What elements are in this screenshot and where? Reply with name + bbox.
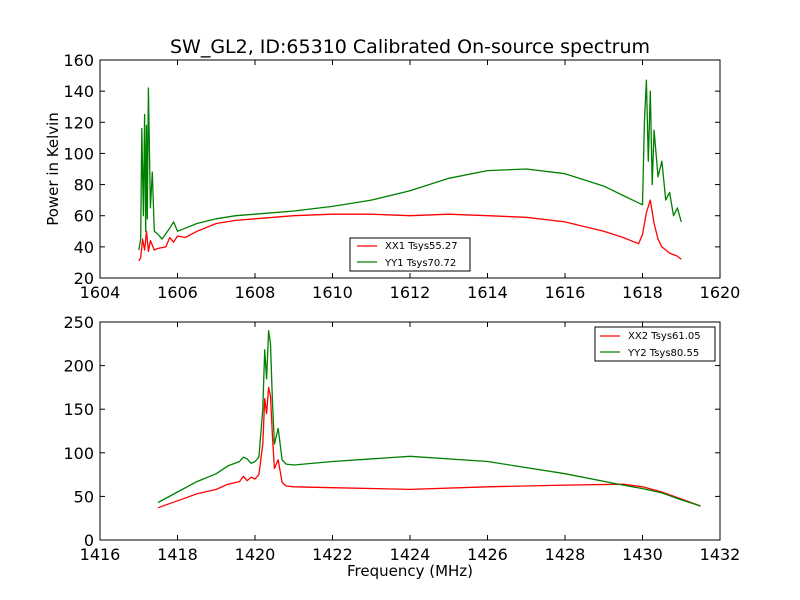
top-panel: 1604 1606 1608 1610 1612 1614 1616 1618 1620 20 40… — [44, 51, 740, 302]
top-x-tick-label: 1612 — [390, 283, 431, 302]
top-series-yy-line — [138, 79, 682, 251]
bottom-y-tick-label: 150 — [63, 400, 94, 419]
bottom-legend: XX2 Tsys61.05 YY2 Tsys80.55 — [594, 326, 716, 362]
top-y-tick-label: 60 — [74, 207, 94, 226]
bottom-x-tick-label: 1428 — [545, 545, 586, 564]
bottom-x-axis-label: Frequency (MHz) — [347, 562, 473, 580]
top-x-tick-label: 1610 — [312, 283, 353, 302]
bottom-y-tick-label: 250 — [63, 313, 94, 332]
bottom-y-tick-label: 0 — [84, 531, 94, 550]
bottom-x-tick-label: 1430 — [622, 545, 663, 564]
top-legend-label-yy1: YY1 Tsys70.72 — [384, 258, 456, 269]
top-x-tick-label: 1614 — [467, 283, 508, 302]
bottom-legend-box — [594, 326, 716, 362]
top-x-tick-label: 1604 — [80, 283, 121, 302]
top-y-axis-label: Power in Kelvin — [44, 112, 62, 226]
bottom-x-tick-label: 1416 — [80, 545, 121, 564]
bottom-series-xx-line — [157, 386, 701, 509]
top-x-tick-label: 1616 — [545, 283, 586, 302]
bottom-y-tick-label: 100 — [63, 444, 94, 463]
top-x-tick-label: 1620 — [700, 283, 741, 302]
bottom-legend-label-yy2: YY2 Tsys80.55 — [627, 348, 699, 359]
bottom-x-tick-label: 1420 — [235, 545, 276, 564]
bottom-y-tick-label: 50 — [74, 487, 94, 506]
bottom-plot-lines — [157, 330, 701, 509]
top-x-tick-label: 1618 — [622, 283, 663, 302]
top-y-tick-label: 80 — [74, 176, 94, 195]
top-plot-lines — [138, 79, 682, 262]
top-legend-box — [349, 237, 471, 272]
top-y-tick-label: 140 — [63, 82, 94, 101]
bottom-y-tick-label: 200 — [63, 357, 94, 376]
top-y-tick-label: 100 — [63, 144, 94, 163]
bottom-series-yy-line — [157, 330, 701, 507]
bottom-x-tick-label: 1426 — [467, 545, 508, 564]
bottom-ticks: 1416 1418 1420 1422 1424 1426 1428 1430 1432 0 50 1… — [63, 313, 740, 564]
top-ticks: 1604 1606 1608 1610 1612 1614 1616 1618 1620 20 40… — [63, 51, 740, 302]
top-x-tick-label: 1606 — [157, 283, 198, 302]
bottom-x-tick-label: 1424 — [390, 545, 431, 564]
top-legend: XX1 Tsys55.27 YY1 Tsys70.72 — [349, 237, 471, 272]
top-y-tick-label: 120 — [63, 113, 94, 132]
top-legend-label-xx1: XX1 Tsys55.27 — [385, 241, 458, 252]
top-x-tick-label: 1608 — [235, 283, 276, 302]
bottom-x-tick-label: 1418 — [157, 545, 198, 564]
bottom-x-tick-label: 1432 — [700, 545, 741, 564]
top-y-tick-label: 160 — [63, 51, 94, 70]
top-y-tick-label: 40 — [74, 238, 94, 257]
bottom-panel: 1416 1418 1420 1422 1424 1426 1428 1430 1432 0 50 1… — [63, 313, 740, 580]
top-y-tick-label: 20 — [74, 269, 94, 288]
bottom-legend-label-xx2: XX2 Tsys61.05 — [628, 331, 701, 342]
bottom-x-tick-label: 1422 — [312, 545, 353, 564]
top-series-xx-line — [138, 199, 682, 262]
chart-title: SW_GL2, ID:65310 Calibrated On-source sp… — [170, 36, 650, 58]
